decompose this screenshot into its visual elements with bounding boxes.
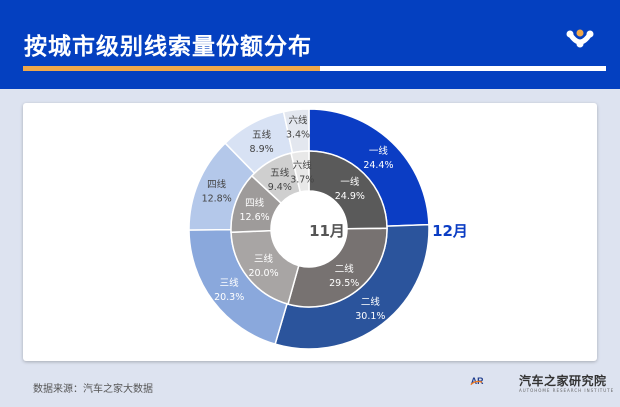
inner-slice-0 [308,150,388,230]
slice-value-label: 29.5% [329,278,359,289]
page-title: 按城市级别线索量份额分布 [24,34,312,60]
slice-value-label: 8.9% [250,144,274,155]
slice-value-label: 20.3% [214,292,244,303]
slice-category-label: 二线 [361,296,381,308]
slice-category-label: 五线 [252,129,272,141]
slice-category-label: 一线 [369,145,389,157]
slice-value-label: 20.0% [248,268,278,279]
slice-value-label: 9.4% [268,182,292,193]
slice-category-label: 四线 [245,197,265,209]
brand-name: 汽车之家研究院 [519,374,607,388]
slice-value-label: 12.6% [239,212,269,223]
slice-value-label: 3.4% [286,130,310,141]
slice-category-label: 六线 [293,159,313,171]
header-banner: 按城市级别线索量份额分布 [0,0,620,89]
brand-subtitle: AUTOHOME RESEARCH INSTITUTE [519,388,615,393]
title-underline [320,66,606,71]
slice-value-label: 24.9% [335,191,365,202]
inner-series-label: 11月 [309,222,345,240]
title-underline-accent [23,66,320,71]
chart-panel: 一线 24.4% 二线 30.1% 三线 20.3% 四线 12.8% 五线 8.9% 六线 3.4%… [23,103,597,361]
outer-series-label: 12月 [432,222,468,240]
slice-category-label: 二线 [335,263,355,275]
slice-value-label: 12.8% [202,194,232,205]
slice-category-label: 四线 [207,179,227,191]
slice-category-label: 三线 [254,253,274,265]
inner-slice-1 [287,227,388,308]
slice-value-label: 3.7% [290,174,314,185]
slice-value-label: 24.4% [363,160,393,171]
brand-mark-icon [566,29,594,48]
autohome-research-logo-icon: AR [470,376,484,386]
slice-category-label: 一线 [340,176,360,188]
slice-category-label: 五线 [270,167,290,179]
nested-donut-chart: 一线24.4%二线30.1%三线20.3%四线12.8%五线8.9%六线3.4%… [188,108,468,350]
slice-value-label: 30.1% [355,311,385,322]
data-source-note: 数据来源：汽车之家大数据 [33,384,153,395]
inner-slice-5 [290,150,310,193]
slice-category-label: 六线 [289,115,309,127]
slice-category-label: 三线 [220,277,240,289]
